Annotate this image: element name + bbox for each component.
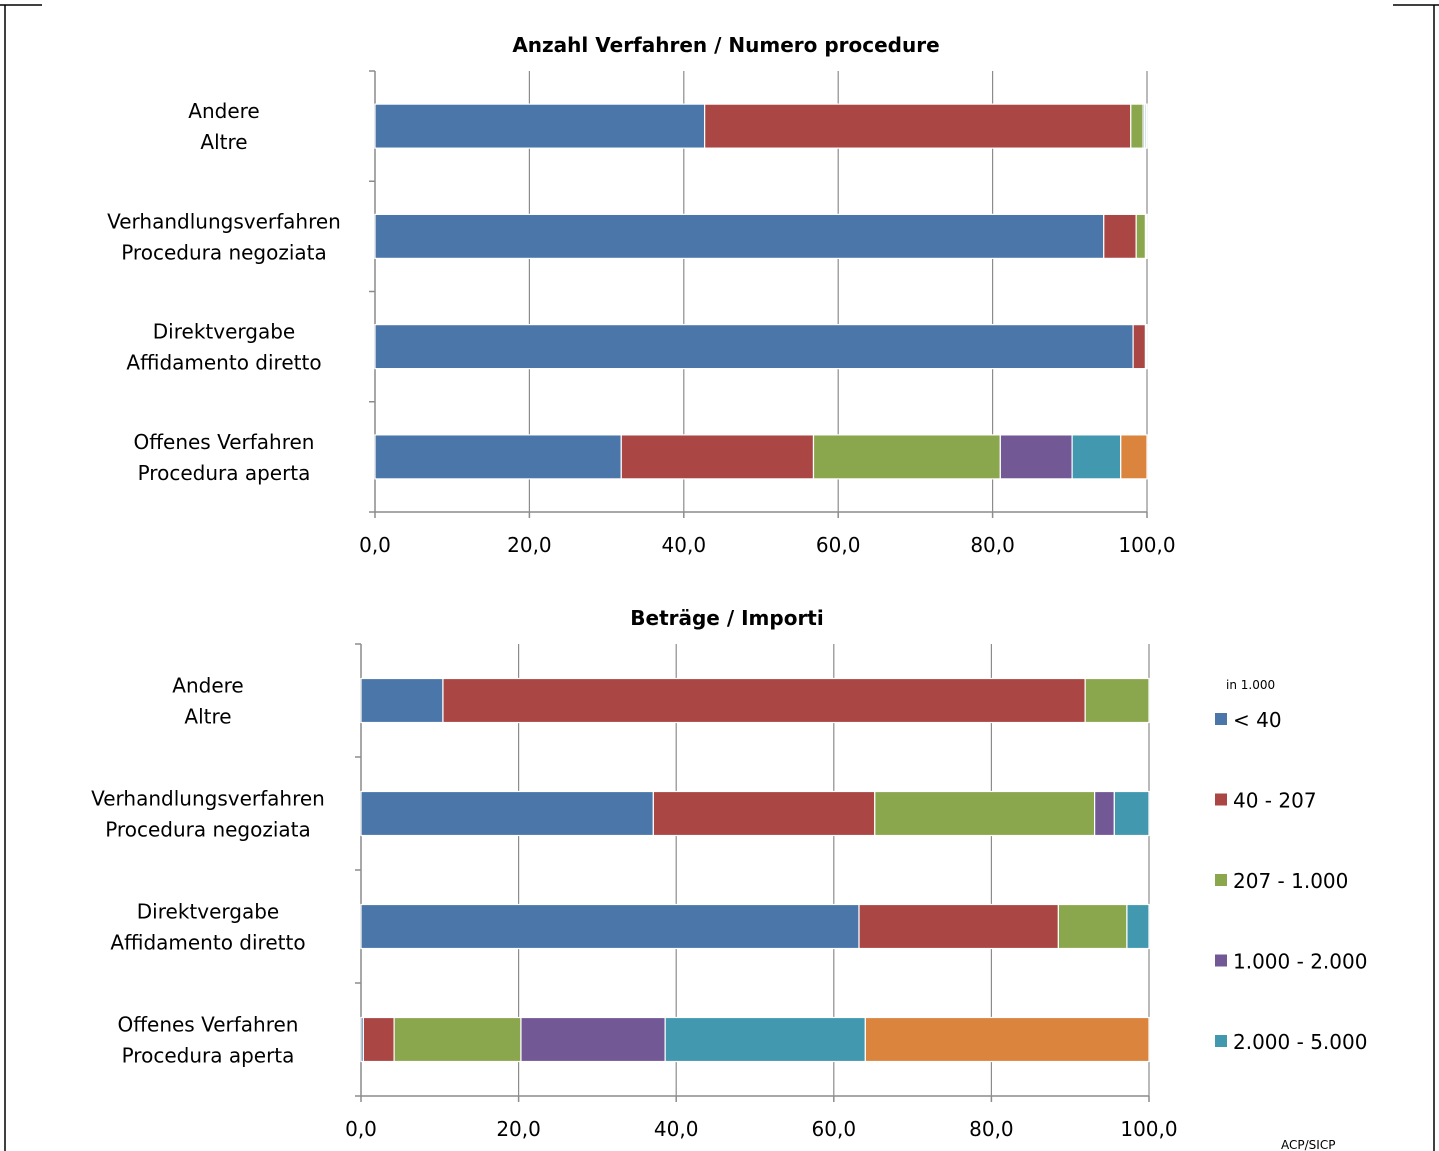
source-label: ACP/SICP bbox=[1281, 1138, 1335, 1151]
x-tick-label: 100,0 bbox=[1120, 1117, 1177, 1141]
bar-segment bbox=[1057, 903, 1128, 950]
x-tick-label: 0,0 bbox=[345, 1117, 377, 1141]
bar-segment bbox=[442, 677, 1086, 724]
bar-segment bbox=[652, 790, 876, 837]
x-tick-label: 60,0 bbox=[816, 533, 861, 557]
category-label: Procedura negoziata bbox=[121, 240, 327, 264]
x-tick-label: 80,0 bbox=[969, 1117, 1014, 1141]
bar-segment bbox=[1145, 103, 1148, 149]
bar-segment bbox=[864, 1016, 1150, 1063]
x-tick-label: 20,0 bbox=[496, 1117, 541, 1141]
bar-segment bbox=[360, 677, 444, 724]
bar-segment bbox=[360, 790, 654, 837]
bar-segment bbox=[1120, 434, 1148, 480]
category-label: Affidamento diretto bbox=[126, 351, 321, 375]
bar-segment bbox=[858, 903, 1059, 950]
x-tick-label: 100,0 bbox=[1118, 533, 1175, 557]
legend-unit: in 1.000 bbox=[1226, 678, 1275, 692]
chart-title: Anzahl Verfahren / Numero procedure bbox=[512, 33, 939, 57]
legend-label: 40 - 207 bbox=[1233, 789, 1317, 813]
bar-segment bbox=[362, 1016, 395, 1063]
bar-segment bbox=[374, 103, 706, 149]
bar-segment bbox=[874, 790, 1096, 837]
legend-label: 207 - 1.000 bbox=[1233, 869, 1348, 893]
category-label: Procedura aperta bbox=[138, 461, 311, 485]
category-label: Altre bbox=[184, 705, 231, 729]
bar-segment bbox=[704, 103, 1132, 149]
bar-segment bbox=[999, 434, 1073, 480]
category-label: Offenes Verfahren bbox=[134, 430, 315, 454]
legend-swatch bbox=[1215, 874, 1227, 886]
bar-segment bbox=[1084, 677, 1150, 724]
bar-segment bbox=[393, 1016, 522, 1063]
x-tick-label: 80,0 bbox=[970, 533, 1015, 557]
bar-segment bbox=[1130, 103, 1144, 149]
chart-betraege: Beträge / Importi 0,0 20,0 40,0 60,0 80,0 100,… bbox=[91, 606, 1178, 1141]
bar-segment bbox=[1132, 324, 1147, 370]
bar-segment bbox=[664, 1016, 866, 1063]
bar-segment bbox=[1103, 213, 1137, 259]
x-tick-label: 0,0 bbox=[359, 533, 391, 557]
bar-segment bbox=[620, 434, 815, 480]
x-tick-label: 60,0 bbox=[812, 1117, 857, 1141]
bar-segment bbox=[1094, 790, 1115, 837]
legend-swatch bbox=[1215, 713, 1227, 725]
bar-segment bbox=[1113, 790, 1150, 837]
category-label: Verhandlungsverfahren bbox=[91, 787, 325, 811]
x-tick-label: 20,0 bbox=[507, 533, 552, 557]
chart-anzahl-verfahren: Anzahl Verfahren / Numero procedure 0,0 20… bbox=[107, 33, 1176, 557]
bar-segment bbox=[1145, 324, 1148, 370]
x-tick-label: 40,0 bbox=[662, 533, 707, 557]
legend-swatch bbox=[1215, 954, 1227, 967]
category-label: Andere bbox=[172, 674, 243, 698]
category-label: Verhandlungsverfahren bbox=[107, 209, 341, 233]
category-label: Procedura negoziata bbox=[105, 818, 311, 842]
legend-swatch bbox=[1215, 793, 1227, 806]
category-label: Procedura aperta bbox=[122, 1044, 295, 1068]
bar-segment bbox=[1135, 213, 1147, 259]
category-label: Altre bbox=[200, 130, 247, 154]
bar-segment bbox=[1126, 903, 1150, 950]
category-label: Direktvergabe bbox=[137, 900, 279, 924]
bar-segment bbox=[374, 324, 1134, 370]
legend-label: < 40 bbox=[1233, 708, 1282, 732]
category-label: Offenes Verfahren bbox=[118, 1013, 299, 1037]
legend-label: 2.000 - 5.000 bbox=[1233, 1030, 1367, 1054]
category-label: Andere bbox=[188, 99, 259, 123]
legend: < 40 40 - 207 207 - 1.000 1.000 - 2.000 2.00… bbox=[1215, 708, 1367, 1054]
category-label: Direktvergabe bbox=[153, 320, 295, 344]
bar-segment bbox=[360, 903, 860, 950]
x-tick-label: 40,0 bbox=[654, 1117, 699, 1141]
category-label: Affidamento diretto bbox=[110, 931, 305, 955]
bar-segment bbox=[1071, 434, 1122, 480]
legend-swatch bbox=[1215, 1035, 1227, 1047]
bar-segment bbox=[1145, 213, 1148, 259]
bar-segment bbox=[812, 434, 1001, 480]
bar-segment bbox=[520, 1016, 666, 1063]
bar-segment bbox=[374, 434, 622, 480]
bar-segment bbox=[374, 213, 1105, 259]
chart-title: Beträge / Importi bbox=[630, 606, 823, 630]
legend-label: 1.000 - 2.000 bbox=[1233, 950, 1367, 974]
